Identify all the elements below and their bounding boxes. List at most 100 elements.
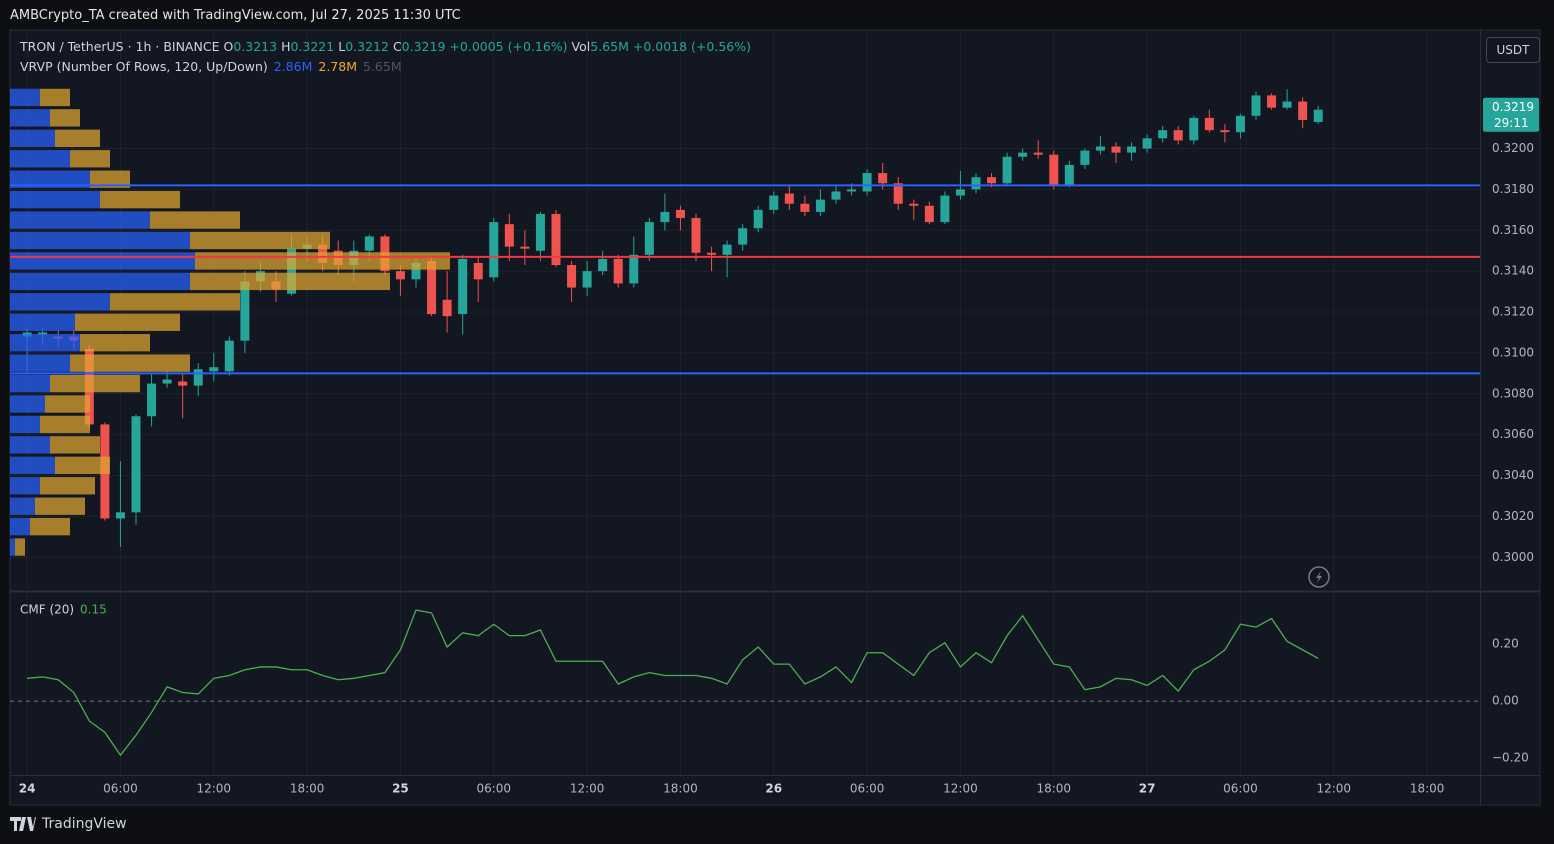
profile-up [10,190,100,209]
candle-body [1251,95,1261,116]
y-tick-label: 0.3120 [1492,305,1534,319]
profile-down [70,150,110,168]
legend-label: O [223,39,234,54]
candle-body [1064,164,1074,186]
candle-body [162,379,172,384]
y-tick-label: −0.20 [1492,750,1529,764]
indicator-name: VRVP (Number Of Rows, 120, Up/Down) [20,59,268,74]
legend-label: Vol [571,39,591,54]
candle-body [629,254,639,284]
profile-up [10,150,70,168]
legend-label: H [281,39,291,54]
profile-up [10,88,40,107]
x-tick-label: 18:00 [1410,782,1445,796]
candle-body [940,195,950,223]
candle-body [1298,101,1308,120]
candle-body [1235,115,1245,133]
candle-body [800,203,810,212]
down-total: 2.78M [318,59,357,74]
candle-body [1173,130,1183,141]
brand: TradingView [42,816,127,832]
legend-label: L [338,39,346,54]
profile-up [10,272,190,291]
candle-body [567,265,577,288]
y-tick-label: 0.3160 [1492,223,1534,237]
legend-value: +0.0005 (+0.16%) [449,39,568,54]
profile-up [10,334,80,352]
candle-body [240,281,250,341]
candle-body [971,177,981,190]
candle-body [1127,146,1137,153]
countdown: 29:11 [1494,116,1529,130]
legend-value: 0.3212 [345,39,389,54]
y-tick-label: 0.00 [1492,694,1519,708]
candle-body [691,218,701,253]
candle-body [987,177,997,184]
symbol-legend: TRON / TetherUS · 1h · BINANCE O0.3213 H0.… [20,39,751,54]
profile-down [70,354,190,372]
symbol-title: TRON / TetherUS · 1h · BINANCE [20,39,220,54]
candle-body [831,191,841,200]
candle-body [893,183,903,204]
profile-down [40,415,90,434]
candle-body [1267,95,1277,108]
profile-down [35,497,85,515]
profile-up [10,109,50,127]
candle-body [1282,101,1292,108]
profile-down [15,538,25,556]
y-tick-label: 0.3000 [1492,550,1534,564]
candle-body [115,512,125,519]
profile-up [10,129,55,148]
candle-body [458,258,468,315]
candle-body [1313,109,1323,122]
y-tick-label: 0.20 [1492,637,1519,651]
candle-body [1111,146,1121,153]
profile-up [10,374,50,393]
profile-down [55,456,110,475]
candle-body [473,262,483,280]
replay-icon[interactable] [1308,566,1330,588]
legend-value: +0.0018 (+0.56%) [632,39,751,54]
candle-body [1033,152,1043,155]
y-tick-label: 0.3080 [1492,386,1534,400]
y-tick-label: 0.3140 [1492,264,1534,278]
candle-body [707,252,717,255]
y-tick-label: 0.3200 [1492,141,1534,155]
candle-body [675,209,685,219]
candle-body [769,195,779,210]
chart-frame [9,29,1541,806]
x-tick-label: 18:00 [290,782,325,796]
profile-down [90,170,130,188]
profile-down [40,477,95,495]
candle-body [1189,117,1199,141]
candle-body [209,367,219,372]
profile-up [10,395,45,413]
profile-up [10,497,35,515]
profile-down [190,231,330,250]
profile-up [10,477,40,495]
profile-down [45,395,90,413]
logo [10,817,36,831]
profile-down [50,374,140,393]
profile-down [100,190,180,209]
legend-value: 5.65M [590,39,629,54]
profile-down [50,109,80,127]
profile-up [10,354,70,372]
x-tick-label: 24 [19,782,36,796]
y-tick-label: 0.3180 [1492,182,1534,196]
credit: AMBCrypto_TA created with TradingView.co… [10,8,461,23]
candle-body [489,222,499,278]
x-tick-label: 06:00 [476,782,511,796]
up-total: 2.86M [273,59,313,74]
candle-body [1220,130,1230,133]
candle-body [224,340,234,372]
x-tick-label: 27 [1139,782,1156,796]
currency-button[interactable]: USDT [1486,37,1540,63]
candle-body [1095,146,1105,151]
candle-body [1204,117,1214,131]
last-price: 0.3219 [1492,100,1534,114]
candle-body [815,199,825,212]
candle-body [1049,154,1059,186]
